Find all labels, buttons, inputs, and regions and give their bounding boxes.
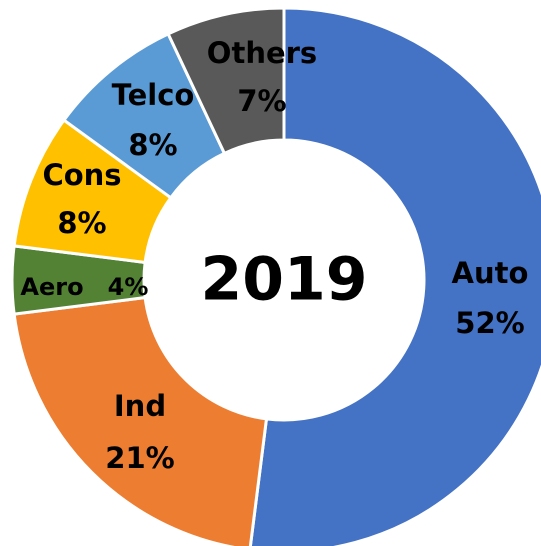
slice-label: Ind [114, 389, 166, 423]
slices [10, 6, 541, 546]
value-label: 4% [108, 273, 149, 301]
value-label: 7% [237, 84, 286, 118]
slice-label: Cons [42, 158, 121, 192]
value-label: 8% [128, 128, 177, 162]
value-label: 21% [105, 441, 174, 475]
slice [166, 6, 286, 156]
slice-label: Others [207, 36, 317, 70]
value-label: 8% [57, 206, 106, 240]
value-label: 52% [455, 306, 524, 340]
slice-label: Auto [452, 256, 529, 290]
slice [248, 6, 541, 546]
chart-title: 2019 [201, 245, 368, 315]
slice-label: Aero [20, 273, 83, 301]
slice [12, 295, 269, 546]
slice-label: Telco [112, 78, 195, 112]
